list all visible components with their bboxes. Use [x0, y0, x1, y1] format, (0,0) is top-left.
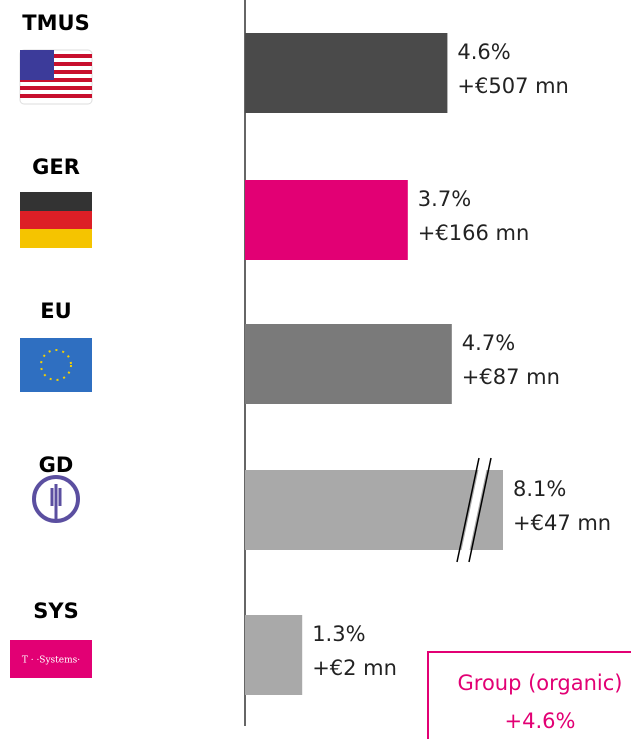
amount-label: +€87 mn [462, 365, 560, 389]
amount-label: +€507 mn [457, 74, 568, 98]
annotation-box [427, 651, 631, 739]
bar [245, 33, 448, 113]
bar [245, 324, 452, 404]
category-label: GD [39, 453, 74, 477]
flag-eu [20, 338, 92, 392]
axis-break-mark [456, 457, 480, 563]
amount-label: +€2 mn [312, 656, 397, 680]
bar [245, 180, 408, 260]
value-label: 4.7% [462, 331, 515, 355]
category-label: EU [40, 299, 71, 323]
axis-break-gap [459, 458, 489, 562]
category-label: SYS [33, 599, 78, 623]
systems-logo [10, 640, 92, 678]
axis-break-mark [468, 457, 492, 563]
amount-label: +€166 mn [418, 221, 529, 245]
annotation-title: Group (organic) [458, 671, 623, 695]
amount-label: +€47 mn [513, 511, 611, 535]
bar [245, 615, 303, 695]
flag-us [19, 49, 93, 105]
category-label: TMUS [22, 11, 89, 35]
gd-logo [32, 475, 80, 523]
value-label: 8.1% [513, 477, 566, 501]
value-label: 3.7% [418, 187, 471, 211]
bar [245, 470, 503, 550]
annotation-value: +4.6% [505, 709, 576, 733]
value-label: 4.6% [457, 40, 510, 64]
category-label: GER [32, 155, 80, 179]
flag-de [20, 192, 92, 248]
logo-text: T · ·Systems· [22, 656, 80, 666]
value-label: 1.3% [312, 622, 365, 646]
